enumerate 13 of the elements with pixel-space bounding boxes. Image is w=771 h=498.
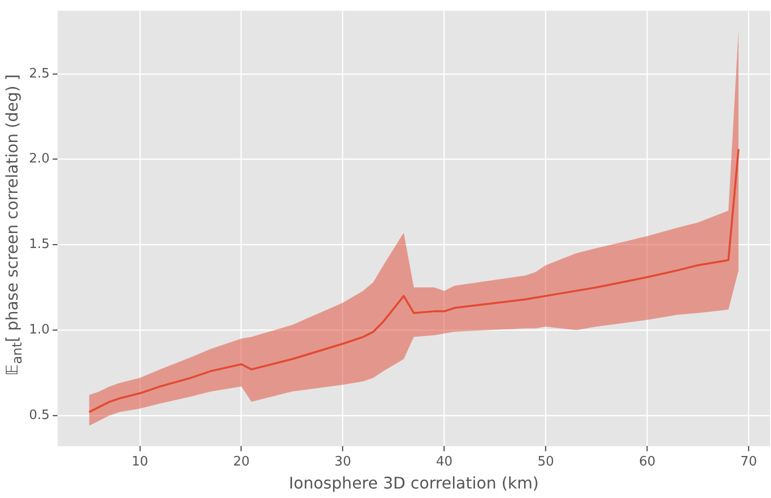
y-tick-label: 1.0 [28, 322, 50, 338]
x-tick-label: 60 [638, 454, 656, 470]
y-tick-label: 0.5 [28, 408, 50, 423]
y-tick-label: 2.0 [28, 152, 50, 167]
y-tick-label: 1.5 [28, 237, 50, 252]
x-tick-label: 40 [436, 454, 453, 470]
x-axis-title: Ionosphere 3D correlation (km) [288, 474, 539, 493]
x-tick-label: 30 [334, 454, 352, 470]
x-tick-label: 50 [537, 454, 554, 470]
x-tick-label: 10 [132, 454, 148, 470]
x-tick-label: 70 [740, 454, 757, 470]
x-tick-label: 20 [233, 454, 250, 470]
y-tick-label: 2.5 [28, 66, 50, 82]
